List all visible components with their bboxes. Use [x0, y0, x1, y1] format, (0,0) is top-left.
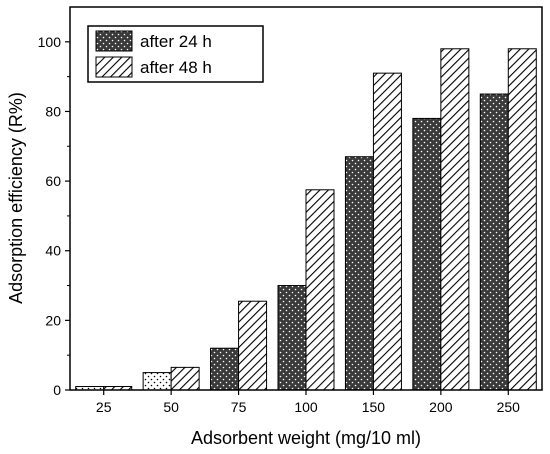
- y-tick-label: 40: [45, 243, 61, 259]
- bar-after-24-h-150: [344, 156, 374, 391]
- bar-after-48-h-200: [440, 48, 470, 391]
- x-axis-title: Adsorbent weight (mg/10 ml): [191, 428, 421, 448]
- y-tick-label: 60: [45, 173, 61, 189]
- x-tick-label: 25: [96, 399, 112, 415]
- bar-after-24-h-75: [210, 347, 240, 391]
- x-tick-label: 50: [163, 399, 179, 415]
- y-tick-label: 80: [45, 103, 61, 119]
- x-tick-label: 75: [231, 399, 247, 415]
- y-tick-label: 100: [38, 34, 62, 50]
- x-tick-label: 100: [294, 399, 318, 415]
- bar-after-24-h-50: [142, 372, 172, 391]
- bar-after-48-h-150: [372, 72, 402, 391]
- x-tick-label: 250: [497, 399, 521, 415]
- bar-after-48-h-250: [507, 48, 537, 391]
- y-tick-label: 20: [45, 312, 61, 328]
- bar-after-24-h-200: [412, 117, 442, 391]
- bar-after-24-h-250: [479, 93, 509, 391]
- x-tick-label: 150: [362, 399, 386, 415]
- x-tick-label: 200: [429, 399, 453, 415]
- bar-after-48-h-75: [238, 300, 268, 391]
- legend: after 24 h after 48 h: [87, 25, 264, 83]
- legend-swatch-after-24-h: [95, 30, 133, 52]
- y-tick-label: 0: [53, 382, 61, 398]
- bar-after-48-h-100: [305, 189, 335, 391]
- legend-label-after-24-h: after 24 h: [140, 32, 212, 51]
- legend-label-after-48-h: after 48 h: [140, 58, 212, 77]
- legend-swatch-after-48-h: [95, 56, 133, 78]
- axis-ticks: 25 50 75 100 150 200 250 0 20 40 60 80 100: [38, 34, 521, 415]
- y-axis-title: Adsorption efficiency (R%): [6, 92, 26, 304]
- bars-group: [75, 48, 537, 391]
- bar-after-48-h-50: [170, 366, 200, 391]
- bar-after-24-h-100: [277, 285, 307, 391]
